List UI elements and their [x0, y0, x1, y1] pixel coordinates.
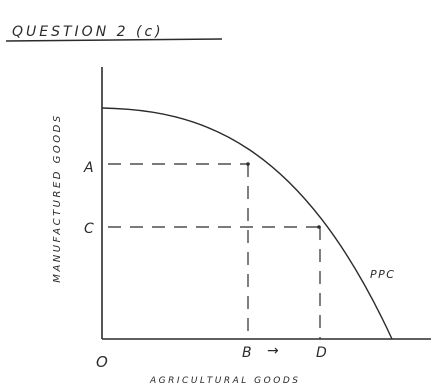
point-on-curve-2 [317, 225, 321, 229]
question-heading: QUESTION 2 (c) [12, 24, 164, 40]
heading-underline [5, 38, 223, 42]
label-a: A [83, 160, 94, 176]
point-on-curve-1 [246, 162, 250, 166]
arrow-icon: → [267, 343, 279, 359]
label-b: B [242, 345, 252, 361]
x-axis-label: AGRICULTURAL GOODS [149, 376, 300, 386]
curve-label: PPC [370, 268, 395, 281]
ppc-curve [101, 107, 393, 340]
label-c: C [84, 221, 94, 237]
y-axis-label: MANUFACTURED GOODS [52, 113, 63, 282]
label-d: D [316, 345, 327, 361]
origin-label: O [96, 353, 108, 371]
